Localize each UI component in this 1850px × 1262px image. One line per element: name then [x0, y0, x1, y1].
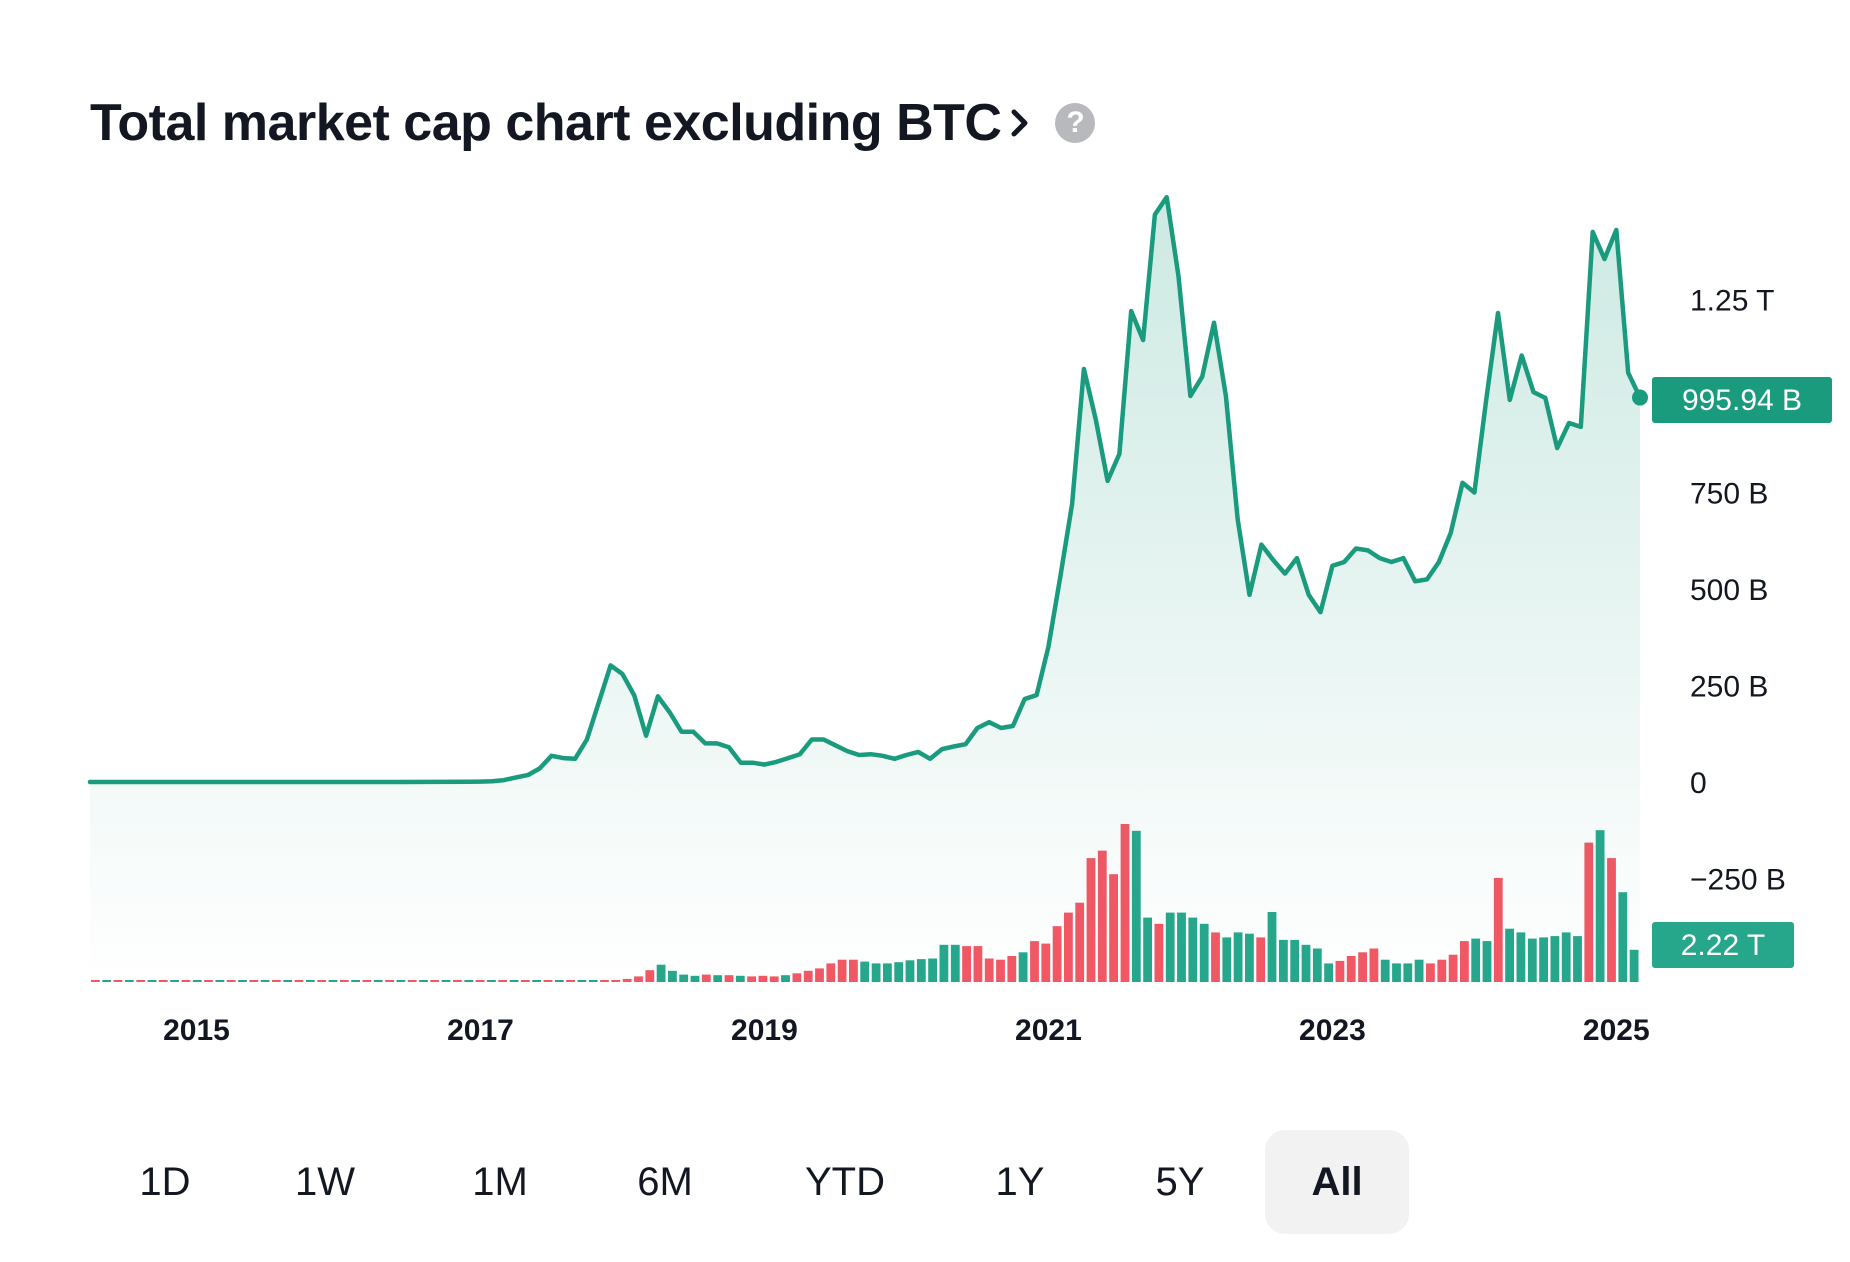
- x-tick-label: 2019: [731, 1014, 798, 1047]
- volume-badge: 2.22 T: [1652, 922, 1794, 968]
- y-tick-label: −250 B: [1690, 864, 1786, 897]
- x-tick-label: 2015: [163, 1014, 230, 1047]
- range-1m-button[interactable]: 1M: [472, 1159, 528, 1204]
- range-1w-button[interactable]: 1W: [295, 1159, 355, 1204]
- x-tick-label: 2023: [1299, 1014, 1366, 1047]
- y-tick-label: 500 B: [1690, 574, 1768, 607]
- question-icon[interactable]: ?: [1055, 103, 1096, 143]
- x-axis: 2015 2017 2019 2021 2023 2025: [163, 1014, 1650, 1047]
- y-tick-label: 750 B: [1690, 478, 1768, 511]
- range-all-button[interactable]: All: [1265, 1130, 1409, 1234]
- range-1y-button[interactable]: 1Y: [995, 1159, 1045, 1204]
- y-tick-label: 250 B: [1690, 671, 1768, 704]
- range-1d-button[interactable]: 1D: [139, 1159, 191, 1204]
- x-tick-label: 2025: [1583, 1014, 1650, 1047]
- range-5y-button[interactable]: 5Y: [1155, 1159, 1205, 1204]
- x-tick-label: 2021: [1015, 1014, 1082, 1047]
- y-axis: 1.25 T 750 B 500 B 250 B 0 −250 B: [1690, 285, 1786, 897]
- chart-header: Total market cap chart excluding BTC ?: [90, 88, 1096, 158]
- time-range-selector: 1D 1W 1M 6M YTD 1Y 5Y All: [100, 1130, 1420, 1234]
- current-value-badge: 995.94 B: [1652, 377, 1832, 423]
- chevron-right-glyph: [1011, 109, 1028, 137]
- chevron-right-icon[interactable]: [1007, 103, 1033, 143]
- current-value-label: 995.94 B: [1682, 384, 1802, 417]
- volume-label: 2.22 T: [1681, 929, 1766, 962]
- x-tick-label: 2017: [447, 1014, 514, 1047]
- market-cap-area: [90, 197, 1640, 982]
- y-tick-label: 0: [1690, 767, 1707, 800]
- range-ytd-button[interactable]: YTD: [805, 1159, 885, 1204]
- y-tick-label: 1.25 T: [1690, 285, 1775, 318]
- range-6m-button[interactable]: 6M: [637, 1159, 693, 1204]
- last-price-dot: [1632, 389, 1648, 406]
- market-cap-line: [87, 194, 1643, 785]
- chart-title[interactable]: Total market cap chart excluding BTC: [90, 94, 1002, 152]
